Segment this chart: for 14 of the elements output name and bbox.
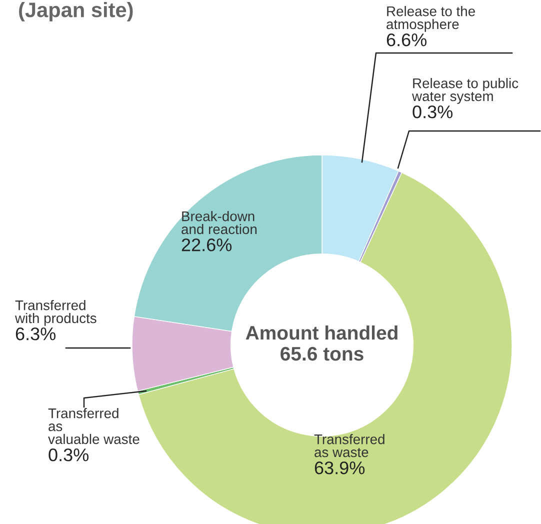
- data-label: 6.6%: [386, 33, 427, 46]
- data-label: 0.3%: [412, 105, 453, 118]
- slice-label: Transferred as valuable waste: [48, 408, 140, 444]
- slice-label: Transferred as waste: [314, 434, 384, 458]
- text: Amount handled 65.6 tons: [246, 325, 398, 361]
- chart-title: (Japan site): [19, 2, 133, 22]
- slice-label: Transferred with products: [14, 300, 96, 326]
- slice-label: Release to the atmosphere: [386, 6, 475, 32]
- data-label: 6.3%: [16, 327, 56, 340]
- data-label: 0.3%: [48, 448, 89, 462]
- slice-label: Break-down and reaction: [182, 211, 257, 234]
- slice-label: Release to public water system: [412, 78, 518, 104]
- data-label: 22.6%: [182, 238, 232, 252]
- data-label: 63.9%: [314, 461, 365, 474]
